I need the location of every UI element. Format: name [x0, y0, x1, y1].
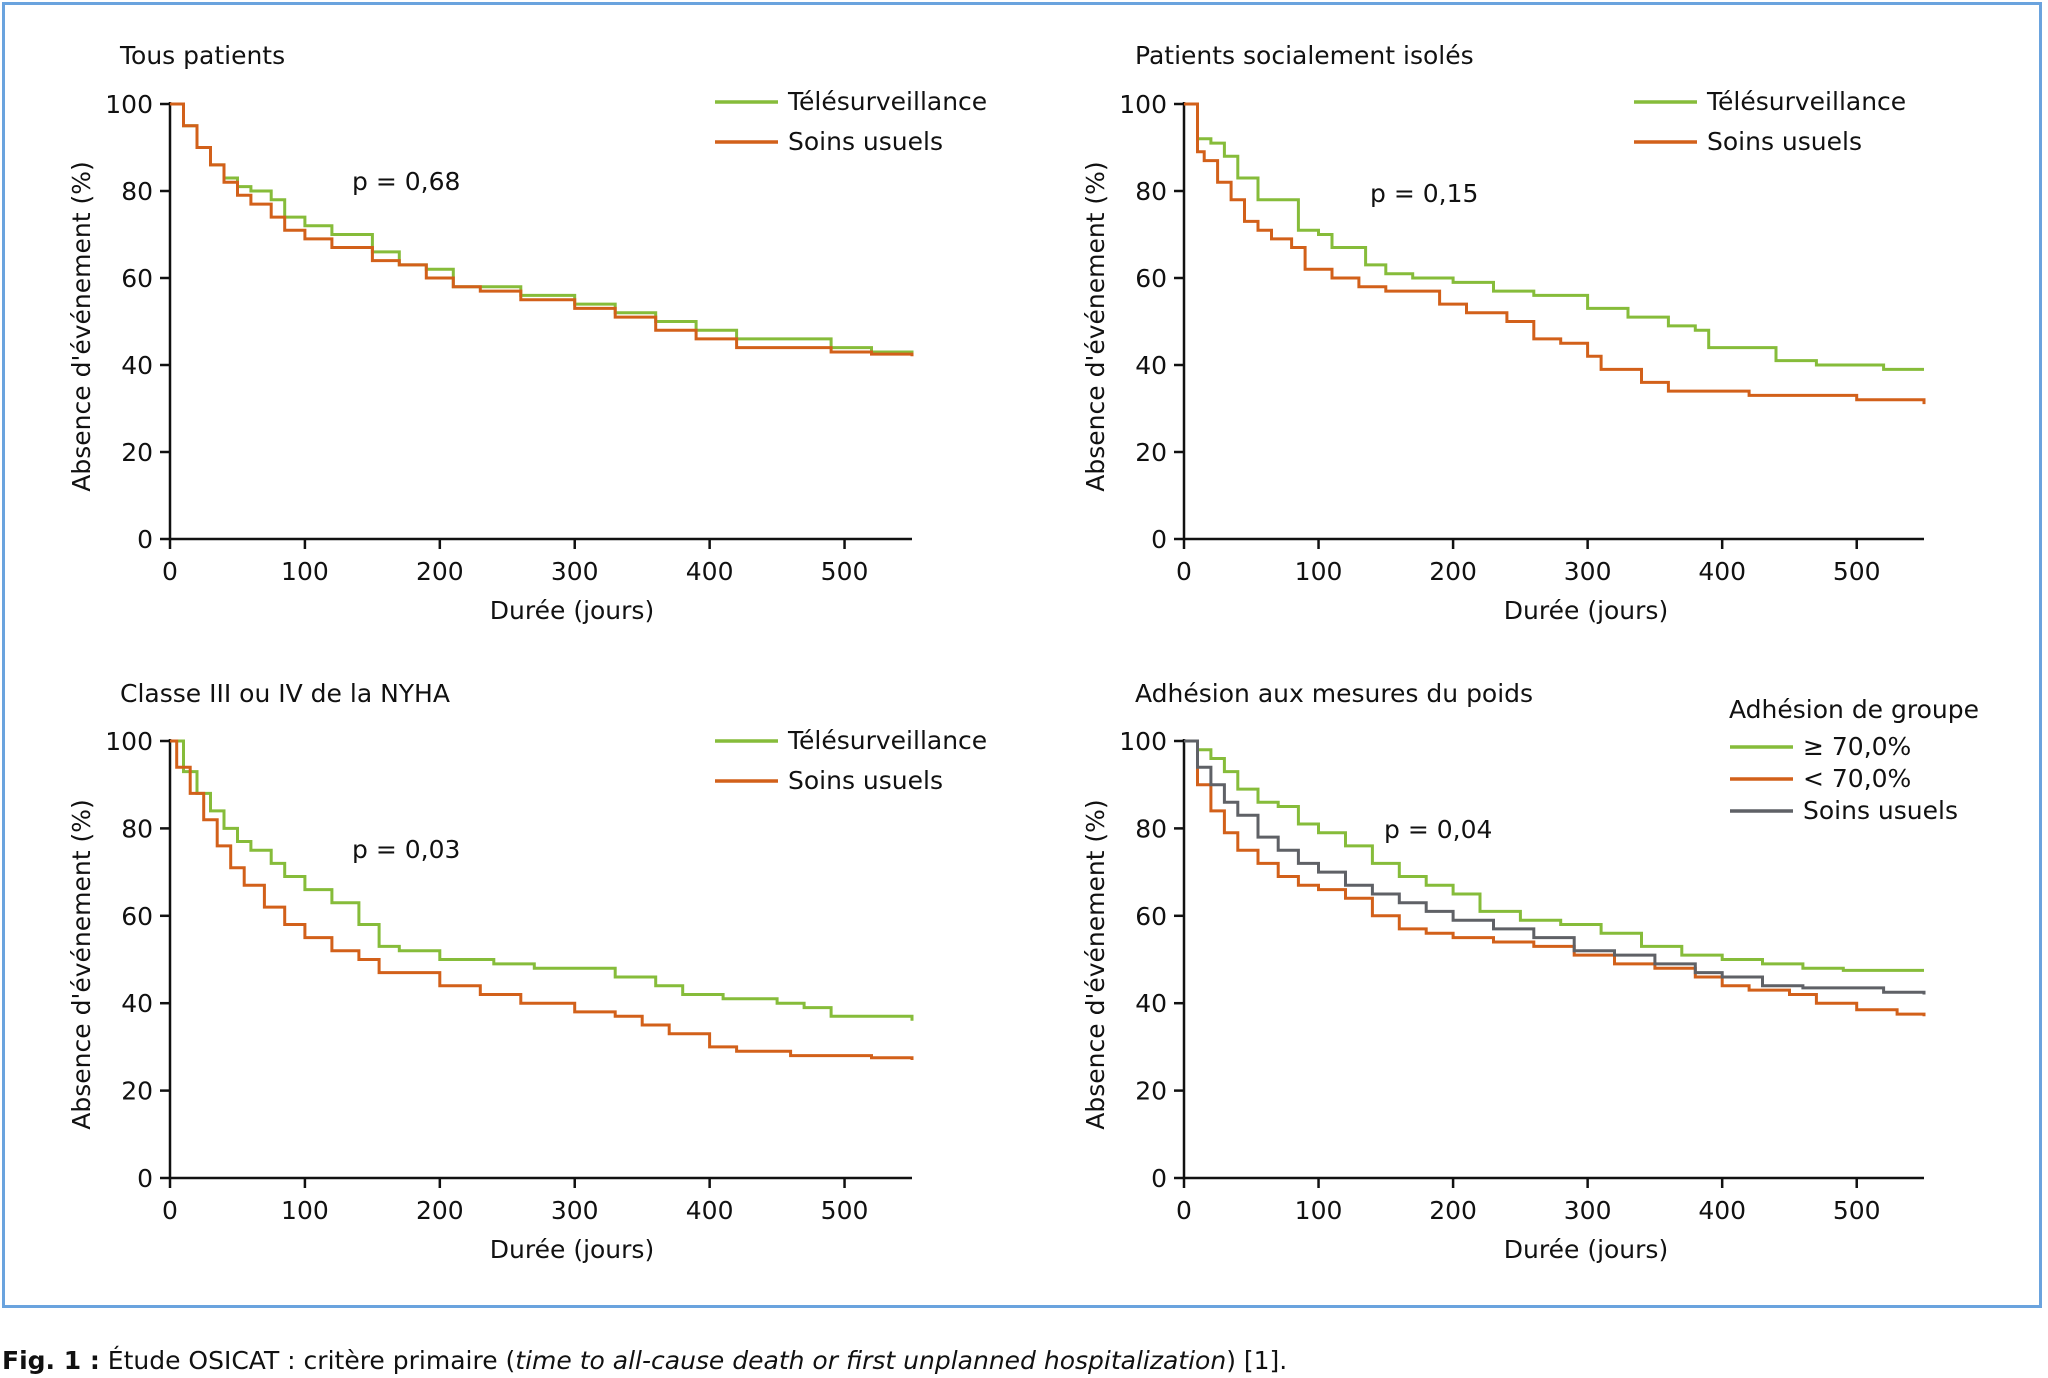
x-tick-label: 0: [162, 557, 178, 586]
series-line-3: [1184, 739, 1926, 995]
y-tick-label: 20: [121, 438, 153, 467]
p-value-annotation: p = 0,03: [352, 835, 460, 864]
y-tick-label: 80: [121, 814, 153, 843]
x-tick-label: 400: [1698, 557, 1746, 586]
x-tick-label: 100: [1295, 557, 1343, 586]
series-line-1: [1184, 102, 1924, 371]
series-line-1: [1184, 739, 1924, 972]
chart-panel-2: Patients socialement isolés 0 20 40 60 80 100 0…: [1081, 41, 1926, 625]
y-tick-label: 100: [1119, 90, 1167, 119]
y-tick-label: 40: [1135, 351, 1167, 380]
y-tick-label: 60: [1135, 264, 1167, 293]
legend-label: Télésurveillance: [787, 726, 987, 755]
x-tick-label: 300: [551, 557, 599, 586]
x-tick-label: 400: [1698, 1196, 1746, 1225]
legend-label: Télésurveillance: [787, 87, 987, 116]
y-axis-label: Absence d'événement (%): [1081, 161, 1110, 491]
chart-title: Adhésion aux mesures du poids: [1135, 679, 1533, 708]
y-tick-label: 20: [1135, 438, 1167, 467]
x-axis-label: Durée (jours): [490, 1235, 654, 1264]
y-tick-label: 40: [121, 351, 153, 380]
x-tick-label: 300: [1564, 557, 1612, 586]
chart-title: Tous patients: [119, 41, 285, 70]
x-tick-label: 0: [162, 1196, 178, 1225]
y-axis-label: Absence d'événement (%): [67, 799, 96, 1129]
y-tick-label: 60: [1135, 902, 1167, 931]
figure-caption: Fig. 1 : Étude OSICAT : critère primaire…: [2, 1346, 1287, 1375]
y-tick-label: 40: [1135, 989, 1167, 1018]
series-line-2: [1184, 739, 1926, 1017]
caption-text: Étude OSICAT : critère primaire (: [99, 1346, 516, 1375]
y-tick-label: 0: [1151, 525, 1167, 554]
x-tick-label: 0: [1176, 557, 1192, 586]
y-tick-label: 0: [137, 525, 153, 554]
legend-label: Soins usuels: [788, 766, 943, 795]
y-tick-label: 60: [121, 264, 153, 293]
x-tick-label: 500: [821, 557, 869, 586]
x-tick-label: 200: [1429, 1196, 1477, 1225]
x-tick-label: 0: [1176, 1196, 1192, 1225]
chart-title: Classe III ou IV de la NYHA: [120, 679, 450, 708]
caption-italic: time to all-cause death or first unplann…: [515, 1346, 1227, 1375]
x-axis-label: Durée (jours): [490, 596, 654, 625]
y-tick-label: 0: [1151, 1164, 1167, 1193]
x-axis-label: Durée (jours): [1504, 1235, 1668, 1264]
y-tick-label: 100: [105, 727, 153, 756]
x-tick-label: 100: [1295, 1196, 1343, 1225]
series-line-1: [170, 739, 914, 1021]
p-value-annotation: p = 0,15: [1370, 179, 1478, 208]
y-tick-label: 0: [137, 1164, 153, 1193]
y-tick-label: 60: [121, 902, 153, 931]
x-tick-label: 200: [1429, 557, 1477, 586]
p-value-annotation: p = 0,68: [352, 167, 460, 196]
legend-label: Soins usuels: [1707, 127, 1862, 156]
chart-panel-4: Adhésion aux mesures du poids 0 20 40 60 80 10…: [1081, 679, 1979, 1264]
y-tick-label: 80: [1135, 177, 1167, 206]
x-tick-label: 400: [686, 1196, 734, 1225]
legend-label: < 70,0%: [1803, 764, 1911, 793]
y-tick-label: 80: [1135, 814, 1167, 843]
legend-label: Soins usuels: [788, 127, 943, 156]
series-line-2: [170, 739, 914, 1060]
x-tick-label: 200: [416, 1196, 464, 1225]
figure-frame: [2, 2, 2042, 1308]
x-tick-label: 300: [551, 1196, 599, 1225]
x-tick-label: 500: [821, 1196, 869, 1225]
legend-title: Adhésion de groupe: [1729, 695, 1979, 724]
x-tick-label: 500: [1833, 557, 1881, 586]
x-tick-label: 200: [416, 557, 464, 586]
x-tick-label: 100: [281, 557, 329, 586]
y-tick-label: 100: [105, 90, 153, 119]
legend-label: Soins usuels: [1803, 796, 1958, 825]
p-value-annotation: p = 0,04: [1384, 815, 1492, 844]
y-tick-label: 40: [121, 989, 153, 1018]
y-tick-label: 20: [1135, 1077, 1167, 1106]
x-tick-label: 500: [1833, 1196, 1881, 1225]
x-tick-label: 100: [281, 1196, 329, 1225]
y-axis-label: Absence d'événement (%): [67, 161, 96, 491]
legend-label: Télésurveillance: [1706, 87, 1906, 116]
caption-suffix: ) [1].: [1226, 1346, 1288, 1375]
series-line-2: [1184, 102, 1926, 405]
x-axis-label: Durée (jours): [1504, 596, 1668, 625]
y-axis-label: Absence d'événement (%): [1081, 799, 1110, 1129]
caption-label: Fig. 1 :: [2, 1346, 100, 1375]
legend-label: ≥ 70,0%: [1803, 732, 1911, 761]
x-tick-label: 300: [1564, 1196, 1612, 1225]
chart-panel-3: Classe III ou IV de la NYHA 0 20 40 60 80 100 0…: [67, 679, 987, 1264]
chart-panel-1: Tous patients 0 20 40 60 80 100 0 100 200 300 400 50…: [67, 41, 987, 625]
series-line-2: [170, 102, 914, 357]
y-tick-label: 80: [121, 177, 153, 206]
y-tick-label: 100: [1119, 727, 1167, 756]
y-tick-label: 20: [121, 1077, 153, 1106]
chart-title: Patients socialement isolés: [1135, 41, 1474, 70]
x-tick-label: 400: [686, 557, 734, 586]
